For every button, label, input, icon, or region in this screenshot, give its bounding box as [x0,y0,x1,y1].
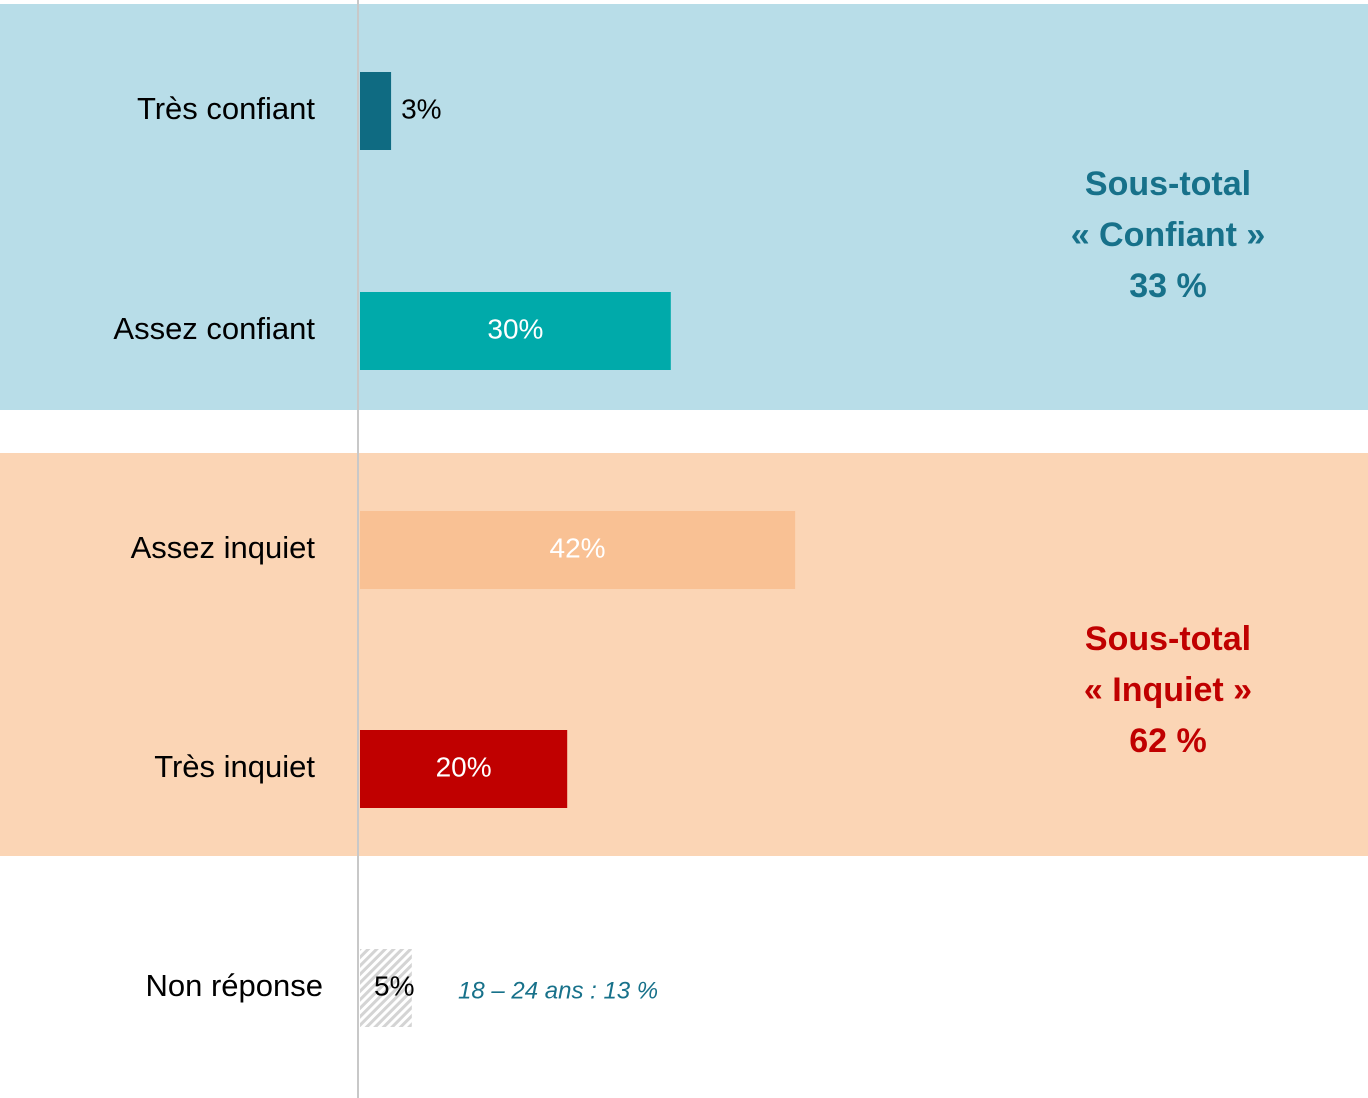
value-label: 42% [550,532,606,563]
category-label: Assez inquiet [131,530,316,565]
subtotal-annotation: « Confiant » [1071,216,1266,254]
category-label: Très confiant [137,91,315,126]
value-label: 20% [436,751,492,782]
value-label: 3% [401,93,441,124]
confiant-band [0,4,1368,410]
subtotal-annotation: « Inquiet » [1084,671,1252,709]
bar [360,730,568,808]
subtotal-annotation: 33 % [1129,267,1207,305]
bar [360,72,392,150]
bar [360,949,412,1027]
note: 18 – 24 ans : 13 % [458,977,658,1004]
subtotal-annotation: Sous-total [1085,165,1251,203]
category-label: Assez confiant [113,311,315,346]
bar [360,511,796,589]
subtotal-annotation: 62 % [1129,722,1207,760]
bar [360,292,671,370]
subtotal-annotation: Sous-total [1085,620,1251,658]
category-label: Très inquiet [154,749,315,784]
category-label: Non réponse [145,968,323,1003]
value-label: 5% [374,970,414,1001]
value-label: 30% [487,313,543,344]
